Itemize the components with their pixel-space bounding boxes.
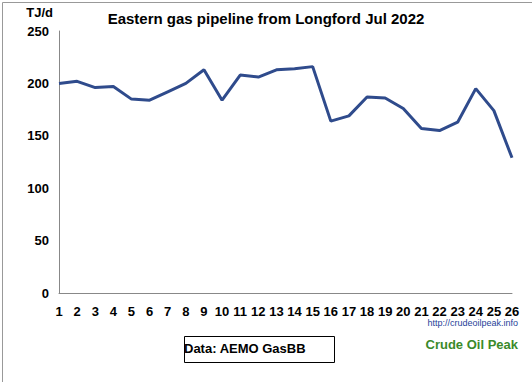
svg-text:10: 10 xyxy=(215,304,229,319)
svg-text:16: 16 xyxy=(324,304,338,319)
svg-text:Crude Oil Peak: Crude Oil Peak xyxy=(426,337,519,352)
svg-text:13: 13 xyxy=(269,304,283,319)
svg-text:18: 18 xyxy=(360,304,374,319)
svg-text:20: 20 xyxy=(396,304,410,319)
svg-text:50: 50 xyxy=(35,233,49,248)
svg-text:TJ/d: TJ/d xyxy=(26,5,53,20)
svg-text:150: 150 xyxy=(27,128,49,143)
svg-text:4: 4 xyxy=(110,304,118,319)
svg-text:14: 14 xyxy=(287,304,302,319)
svg-text:24: 24 xyxy=(469,304,484,319)
svg-text:2: 2 xyxy=(74,304,81,319)
svg-text:12: 12 xyxy=(251,304,265,319)
svg-text:19: 19 xyxy=(378,304,392,319)
svg-text:6: 6 xyxy=(146,304,153,319)
svg-text:11: 11 xyxy=(233,304,247,319)
svg-text:15: 15 xyxy=(305,304,319,319)
svg-text:23: 23 xyxy=(450,304,464,319)
svg-text:7: 7 xyxy=(164,304,171,319)
svg-text:1: 1 xyxy=(55,304,62,319)
svg-text:0: 0 xyxy=(42,286,49,301)
svg-text:25: 25 xyxy=(487,304,501,319)
svg-text:Data: AEMO GasBB: Data: AEMO GasBB xyxy=(184,341,306,356)
svg-text:http://crudeoilpeak.info: http://crudeoilpeak.info xyxy=(427,318,518,328)
svg-text:17: 17 xyxy=(342,304,356,319)
svg-text:250: 250 xyxy=(27,24,49,39)
svg-text:9: 9 xyxy=(200,304,207,319)
svg-text:8: 8 xyxy=(182,304,189,319)
svg-text:3: 3 xyxy=(92,304,99,319)
svg-text:Eastern gas pipeline from Long: Eastern gas pipeline from Longford Jul 2… xyxy=(108,10,425,27)
svg-text:26: 26 xyxy=(505,304,519,319)
svg-text:21: 21 xyxy=(414,304,428,319)
svg-text:5: 5 xyxy=(128,304,135,319)
svg-text:22: 22 xyxy=(432,304,446,319)
svg-text:100: 100 xyxy=(27,181,49,196)
svg-text:200: 200 xyxy=(27,76,49,91)
